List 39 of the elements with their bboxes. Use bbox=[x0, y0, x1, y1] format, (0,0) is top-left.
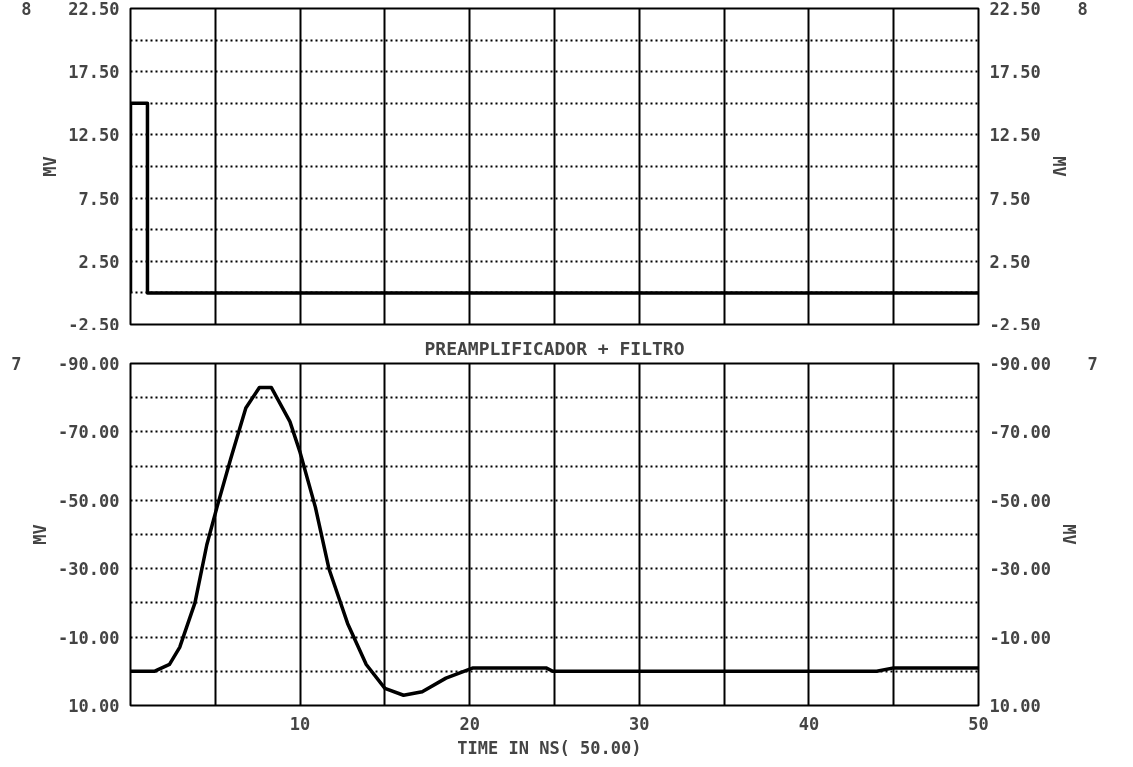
x-tick-label: 10 bbox=[289, 713, 311, 734]
y2-tick-label: 10.00 bbox=[989, 696, 1041, 716]
y-tick-label: -50.00 bbox=[58, 490, 120, 511]
y-tick-label: -10.00 bbox=[58, 627, 120, 648]
y2-tick-label: -50.00 bbox=[989, 490, 1051, 511]
x-axis-title: TIME IN NS( 50.00) bbox=[457, 737, 642, 758]
y2-tick-label: -30.00 bbox=[989, 559, 1051, 580]
text: 8 bbox=[21, 0, 32, 19]
y-axis-title: MV bbox=[30, 524, 51, 545]
y-tick-label: -30.00 bbox=[58, 559, 120, 580]
text: 7 bbox=[11, 354, 22, 374]
x-tick-label: 30 bbox=[629, 713, 650, 734]
y2-tick-label: 22.50 bbox=[989, 0, 1041, 19]
y2-tick-label: -70.00 bbox=[989, 422, 1051, 443]
y-tick-label: -90.00 bbox=[58, 354, 120, 374]
y-tick-label: -2.50 bbox=[68, 314, 120, 335]
y2-axis-title: MV bbox=[1058, 524, 1079, 545]
y-tick-label: 10.00 bbox=[68, 696, 120, 716]
y2-tick-label: 17.50 bbox=[989, 62, 1041, 83]
x-tick-label: 20 bbox=[459, 713, 480, 734]
y-tick-label: 2.50 bbox=[78, 251, 120, 272]
text: 8 bbox=[1077, 0, 1088, 19]
y2-tick-label: -2.50 bbox=[989, 314, 1041, 335]
y2-tick-label: 7.50 bbox=[989, 188, 1031, 209]
y-axis-title: MV bbox=[40, 156, 61, 177]
text: 7 bbox=[1087, 354, 1098, 374]
y-tick-label: -70.00 bbox=[58, 422, 120, 443]
y2-tick-label: -90.00 bbox=[989, 354, 1051, 374]
y-tick-label: 17.50 bbox=[68, 62, 120, 83]
x-tick-label: 50 bbox=[968, 713, 989, 734]
y2-tick-label: 2.50 bbox=[989, 251, 1031, 272]
y-tick-label: 22.50 bbox=[68, 0, 120, 19]
y2-tick-label: -10.00 bbox=[989, 627, 1051, 648]
y-tick-label: 7.50 bbox=[78, 188, 120, 209]
y2-tick-label: 12.50 bbox=[989, 125, 1041, 146]
y2-axis-title: MV bbox=[1048, 156, 1069, 177]
y-tick-label: 12.50 bbox=[68, 125, 120, 146]
x-tick-label: 40 bbox=[798, 713, 820, 734]
chart-title: PREAMPLIFICADOR + FILTRO bbox=[424, 337, 685, 359]
